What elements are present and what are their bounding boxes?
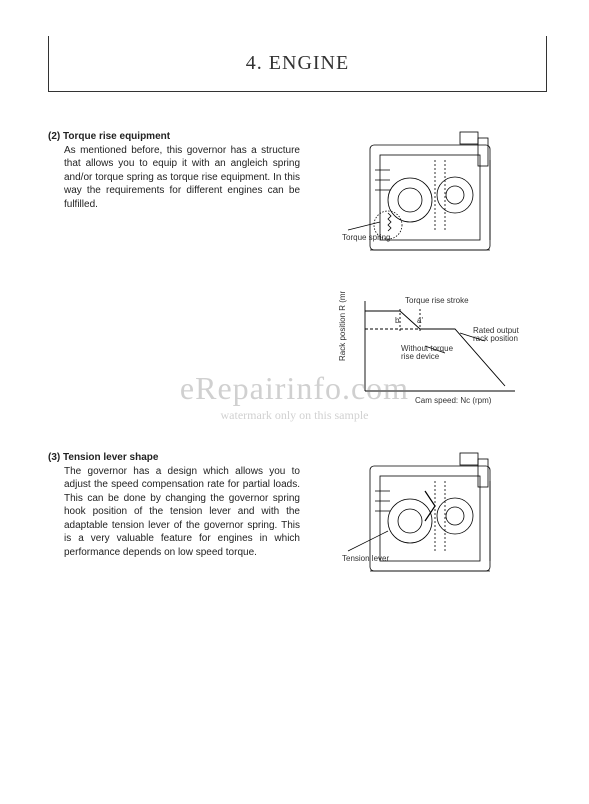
section-2: (2) Torque rise equipment As mentioned b…	[48, 130, 547, 411]
section-2-figures: Torque spring Rack position R (mm) Cam s…	[312, 130, 547, 411]
graph-right-label: Rated outputrack position	[473, 326, 520, 343]
fig2-label: Tension lever	[342, 554, 389, 563]
section-3-num: (3)	[48, 452, 60, 463]
chapter-title-box: 4. ENGINE	[48, 36, 547, 92]
section-2-body: As mentioned before, this governor has a…	[64, 144, 300, 212]
section-2-num: (2)	[48, 131, 60, 142]
engine-diagram-1: Torque spring	[340, 130, 520, 275]
graph-y-axis: Rack position R (mm)	[338, 291, 347, 361]
graph-a-label: a'	[417, 316, 423, 325]
section-3: (3) Tension lever shape The governor has…	[48, 451, 547, 596]
graph-b-label: b'	[395, 316, 401, 325]
fig1-label: Torque spring	[342, 233, 390, 242]
section-3-heading: Tension lever shape	[63, 452, 158, 463]
section-2-heading: Torque rise equipment	[63, 131, 170, 142]
section-3-text: (3) Tension lever shape The governor has…	[48, 451, 300, 596]
engine-diagram-2: Tension lever	[340, 451, 520, 596]
graph-top-label: Torque rise stroke	[405, 296, 469, 305]
graph-mid-label: Without torquerise device	[401, 344, 454, 361]
section-2-text: (2) Torque rise equipment As mentioned b…	[48, 130, 300, 411]
torque-graph: Rack position R (mm) Cam speed: Nc (rpm)…	[335, 291, 525, 411]
section-3-body: The governor has a design which allows y…	[64, 465, 300, 560]
graph-x-axis: Cam speed: Nc (rpm)	[415, 396, 492, 405]
chapter-title: 4. ENGINE	[246, 52, 349, 75]
section-3-figures: Tension lever	[312, 451, 547, 596]
